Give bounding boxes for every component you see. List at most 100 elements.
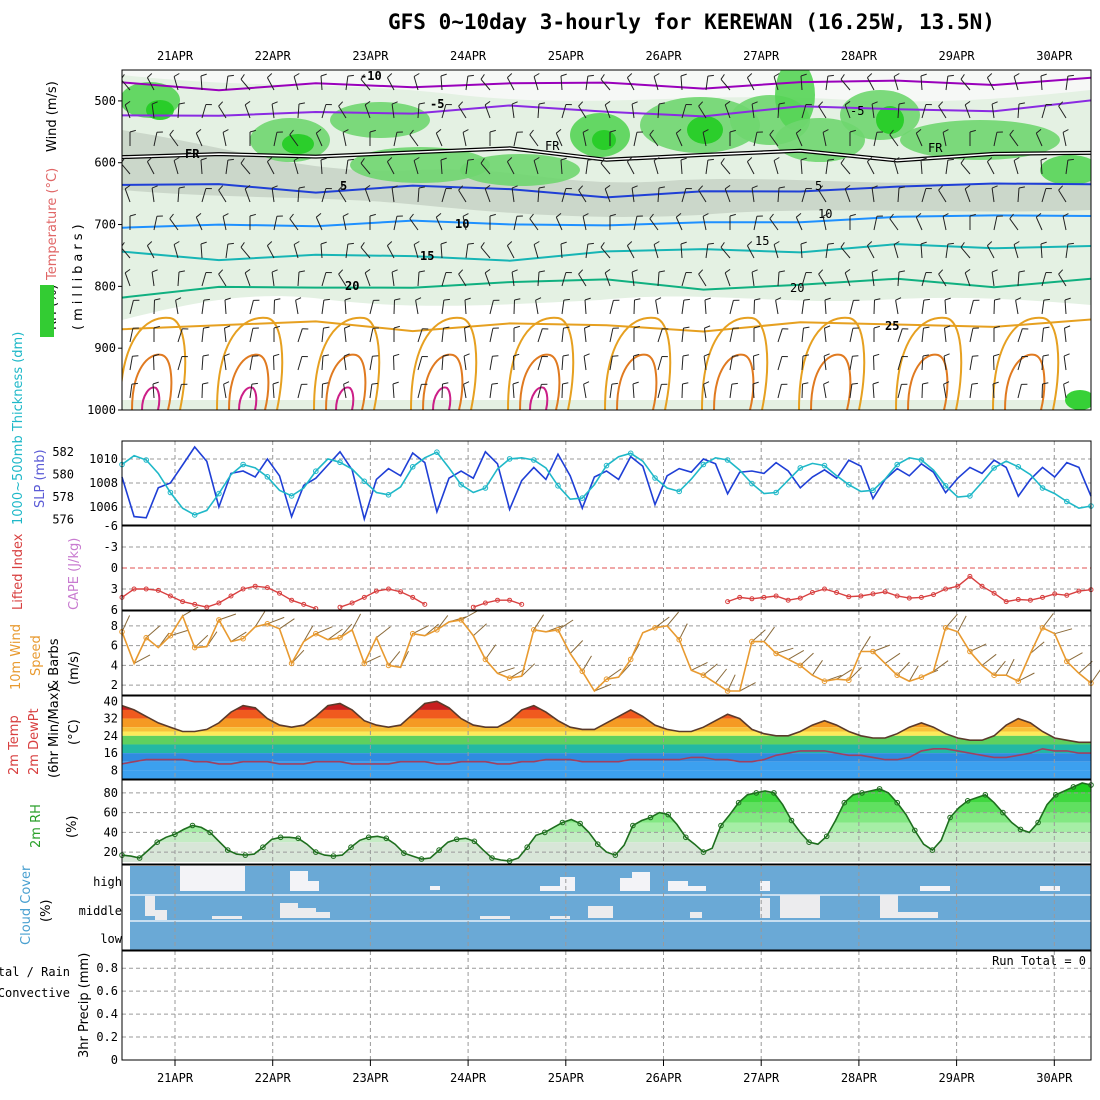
wind-barb xyxy=(889,218,899,231)
wind-barb xyxy=(844,188,851,203)
wind-barb-flag xyxy=(418,102,425,105)
wind-barb xyxy=(680,75,683,91)
wind-barb xyxy=(441,328,444,343)
wind-barb-flag xyxy=(1067,242,1074,245)
isotherm-label: 5 xyxy=(340,179,347,193)
wind-barb xyxy=(649,134,659,147)
date-label-top: 29APR xyxy=(939,49,976,63)
wind-marker xyxy=(337,634,343,641)
wind-barb-flag xyxy=(533,73,540,77)
wind-barb xyxy=(702,216,707,231)
wind-barb xyxy=(537,187,540,203)
wind-barb-10m xyxy=(739,682,756,692)
wind-barb-flag xyxy=(267,73,273,78)
wind-barb xyxy=(409,218,419,231)
isotherm-loop xyxy=(810,353,852,410)
li-marker xyxy=(167,593,173,599)
wind-barb xyxy=(746,245,755,259)
rh-marker xyxy=(383,835,390,842)
wind-barb-flag xyxy=(987,241,993,246)
thickness-marker xyxy=(240,461,246,468)
cloud-high xyxy=(632,872,650,891)
wind-barb-flag xyxy=(538,270,545,273)
wind-barb-flag xyxy=(867,73,873,78)
li-marker xyxy=(846,594,852,600)
wind-barb-flag xyxy=(611,382,618,385)
wind-barb xyxy=(200,75,203,91)
rh-marker xyxy=(154,839,160,846)
wind-barb xyxy=(413,76,419,91)
wind-barb-flag xyxy=(720,158,725,164)
wind-barb xyxy=(873,355,875,371)
wind-barb-10m xyxy=(811,660,823,676)
wind-barb-flag xyxy=(440,241,447,245)
li-tick: -6 xyxy=(104,519,118,533)
wind-barb-flag xyxy=(489,213,496,217)
wind-barb-flag xyxy=(583,353,590,357)
wind-barb-flag xyxy=(707,74,714,77)
wind-barb xyxy=(201,328,204,343)
wind-barb-10m xyxy=(896,661,910,676)
wind-barb xyxy=(991,272,995,287)
thickness-marker xyxy=(846,481,852,488)
wind-barb-flag xyxy=(293,73,300,77)
wind-barb-flag xyxy=(227,74,234,77)
wind-barb-flag xyxy=(1040,157,1047,161)
wind-marker xyxy=(143,634,149,641)
wind-barb-flag xyxy=(1043,326,1050,329)
wind-barb-flag xyxy=(827,242,834,245)
wind-barb xyxy=(393,299,395,315)
wind-barb xyxy=(921,188,927,203)
wind-barb-flag xyxy=(271,101,278,105)
wind-marker xyxy=(361,660,368,667)
wind-barb xyxy=(266,161,275,175)
wind-barb-flag xyxy=(315,129,322,134)
wind-barb xyxy=(360,78,371,91)
wind-barb-flag xyxy=(751,101,758,105)
wind-barb-flag xyxy=(1009,213,1014,220)
cloud-high xyxy=(180,866,245,891)
wind-barb xyxy=(681,355,684,371)
thickness-marker xyxy=(1039,485,1046,491)
wind-barb-flag xyxy=(707,158,714,161)
rh-marker xyxy=(753,790,760,796)
wind-barb xyxy=(920,243,923,259)
wind-barb-flag xyxy=(507,73,513,78)
wind-barb-flag xyxy=(609,213,616,217)
wind-barb xyxy=(895,300,899,315)
precip-tick: 0 xyxy=(111,1053,118,1067)
wind-barb-flag xyxy=(795,213,802,218)
wind-barb-flag xyxy=(244,268,251,274)
wind-barb xyxy=(724,188,731,203)
date-label-bottom: 27APR xyxy=(743,1071,780,1085)
wind-barb xyxy=(409,134,419,147)
wind-marker xyxy=(603,676,610,683)
isotherm-line xyxy=(122,318,1091,333)
wind-barb-flag xyxy=(342,213,349,217)
wind-barb-flag xyxy=(898,186,905,189)
wind-barb-flag xyxy=(480,158,485,164)
wind-barb xyxy=(702,132,707,147)
wind-marker xyxy=(167,632,174,639)
cloud-ylabel-group: (%) xyxy=(39,900,54,923)
wind-barb-flag xyxy=(293,241,300,245)
wind-barb xyxy=(201,188,207,203)
wind-barb-flag xyxy=(893,73,900,77)
wind-barb-flag xyxy=(271,185,278,189)
wind-barb-flag xyxy=(587,242,594,245)
thickness-tick: 576 xyxy=(52,512,74,526)
wind-marker xyxy=(434,627,440,633)
wind-marker xyxy=(773,650,779,657)
li-marker xyxy=(822,586,827,592)
isotherm-line xyxy=(122,182,1091,199)
wind-barb xyxy=(1040,75,1043,91)
date-label-bottom: 28APR xyxy=(841,1071,878,1085)
wind-barb-flag xyxy=(462,129,469,133)
rh-marker xyxy=(242,852,249,858)
wind-marker xyxy=(724,688,731,694)
wind-barb-flag xyxy=(464,297,471,301)
isotherm-label: 15 xyxy=(420,249,434,263)
wind-barb-flag xyxy=(298,270,305,273)
wind-barb xyxy=(921,383,923,399)
wind-barb-flag xyxy=(698,101,704,107)
